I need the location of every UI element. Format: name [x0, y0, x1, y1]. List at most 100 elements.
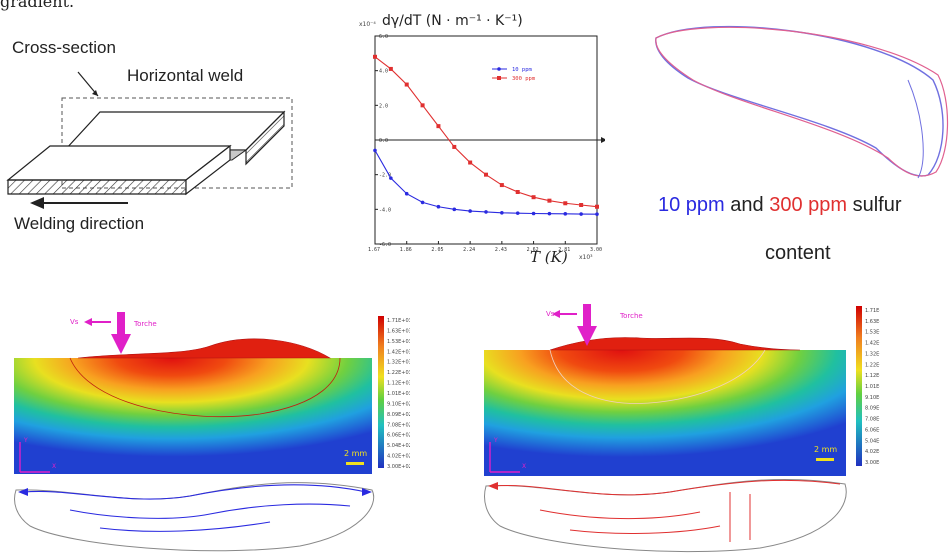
chart-x-label: T (K) — [530, 248, 568, 266]
sim-right-torch: Torche — [619, 312, 643, 320]
chart-axis-arrow — [601, 137, 605, 143]
colorbar-label-11: 6.06E+02 — [387, 433, 410, 439]
colorbar-label-5: 1.22E+03 — [387, 370, 410, 376]
y-tick-label-3: 0.0 — [379, 138, 388, 144]
series-0-point-2 — [404, 191, 409, 196]
temperature-field — [14, 358, 372, 474]
x-tick-label-1: 1.86 — [400, 247, 412, 253]
horizontal-weld-label: Horizontal weld — [127, 66, 244, 85]
sim-right-axis-x: X — [522, 463, 526, 470]
sim-right-scale-label: 2 mm — [814, 445, 837, 454]
outline-caption-line2: content — [765, 242, 831, 264]
series-1-point-7 — [484, 172, 488, 177]
colorbar-label-14: 3.00E+02 — [387, 464, 410, 470]
colorbar-label-12: 5.04E+02 — [865, 438, 880, 444]
colorbar-label-10: 7.08E+02 — [387, 422, 410, 428]
velocity-vectors — [23, 484, 367, 532]
series-0-point-0 — [373, 148, 377, 153]
series-1-point-13 — [579, 203, 584, 207]
colorbar-label-9: 8.09E+02 — [387, 412, 410, 418]
colorbar-label-1: 1.63E+03 — [387, 328, 410, 334]
series-0-point-6 — [468, 209, 472, 213]
colorbar-label-11: 6.06E+02 — [865, 427, 880, 433]
sim-left-axis-x: X — [52, 463, 56, 470]
x-tick-label-6: 2.81 — [558, 247, 570, 253]
chart-title: dγ/dT (N · m⁻¹ · K⁻¹) — [382, 13, 523, 29]
top-text: gradient. — [0, 0, 75, 11]
colorbar-label-3: 1.42E+03 — [387, 349, 410, 355]
colorbar-label-12: 5.04E+02 — [387, 443, 410, 449]
chart-legend: 10 ppm 300 ppm — [492, 67, 536, 82]
temperature-field — [484, 350, 846, 476]
welding-direction-label: Welding direction — [14, 214, 145, 233]
caption-300ppm: 300 ppm — [769, 194, 848, 216]
y-tick-label-6: -6.0 — [379, 242, 391, 248]
sim-left-panel: Vs Torche Y X 2 mm 1.71E+03 1.63E+03 1.53E… — [10, 296, 412, 554]
colorbar-label-2: 1.53E+03 — [865, 330, 880, 336]
series-1-point-14 — [595, 204, 599, 209]
series-0-point-13 — [579, 212, 583, 216]
colorbar — [378, 316, 384, 468]
colorbar-label-9: 8.09E+02 — [865, 406, 880, 412]
y-tick-label-0: 6.0 — [379, 34, 388, 40]
series-0-point-10 — [531, 211, 536, 216]
surface-tension-chart: x10⁻⁴ dγ/dT (N · m⁻¹ · K⁻¹) 1.67 1.86 2.05… — [359, 13, 605, 266]
sim-right-graphic: Vs Torche Y X 2 mm 1.71E+03 1.63E+03 1.53E… — [480, 296, 890, 554]
y-tick-label-4: -2.0 — [379, 173, 391, 179]
y-tick-label-5: -4.0 — [379, 207, 391, 213]
series-0-point-1 — [389, 176, 393, 180]
sim-right-panel: Vs Torche Y X 2 mm 1.71E+03 1.63E+03 1.53E… — [480, 296, 890, 554]
series-1-point-6 — [468, 160, 473, 165]
series-0-point-14 — [595, 212, 599, 216]
caption-10ppm: 10 ppm — [658, 194, 725, 216]
colorbar-label-13: 4.02E+02 — [865, 449, 880, 455]
colorbar — [856, 306, 862, 466]
sim-right-axis-y: Y — [493, 437, 498, 444]
chart-x-multiplier: x10³ — [579, 254, 593, 261]
x-tick-label-5: 2.62 — [527, 247, 539, 253]
series-1-point-4 — [436, 124, 441, 129]
series-1-point-10 — [531, 195, 536, 200]
sim-left-vs: Vs — [70, 318, 79, 326]
colorbar-label-0: 1.71E+03 — [865, 308, 880, 314]
sim-left-scale-label: 2 mm — [344, 449, 367, 458]
series-0-point-9 — [515, 211, 520, 215]
series-0-point-12 — [563, 212, 568, 216]
series-0-point-3 — [420, 200, 425, 205]
caption-and: and — [724, 194, 770, 216]
series-0-point-4 — [436, 204, 441, 209]
colorbar-label-14: 3.00E+02 — [865, 460, 880, 466]
series-1-point-2 — [404, 82, 409, 87]
caption-sulfur: sulfur — [847, 194, 902, 216]
x-tick-label-3: 2.24 — [463, 247, 475, 253]
series-1-point-8 — [499, 183, 504, 188]
colorbar-label-8: 9.10E+02 — [865, 395, 880, 401]
colorbar-label-3: 1.42E+03 — [865, 341, 880, 347]
y-tick-label-2: 2.0 — [379, 103, 388, 109]
x-tick-label-4: 2.43 — [495, 247, 507, 253]
weld-pool-outlines — [655, 25, 949, 179]
velocity-vectors — [493, 479, 841, 542]
colorbar-label-2: 1.53E+03 — [387, 339, 410, 345]
weld-plates-diagram — [6, 71, 293, 209]
colorbar-label-7: 1.01E+03 — [865, 384, 880, 390]
sim-right-vs: Vs — [546, 310, 555, 318]
chart-y-multiplier: x10⁻⁴ — [359, 21, 376, 28]
x-tick-label-0: 1.67 — [368, 247, 380, 253]
colorbar-label-8: 9.10E+02 — [387, 401, 410, 407]
outline-caption: 10 ppm and 300 ppm sulfur — [658, 194, 902, 217]
x-tick-label-2: 2.05 — [431, 247, 443, 253]
series-0-point-8 — [500, 211, 504, 215]
series-1-point-9 — [515, 190, 520, 194]
colorbar-label-7: 1.01E+03 — [387, 391, 410, 397]
series-1-point-11 — [547, 198, 552, 203]
sim-left-graphic: Vs Torche Y X 2 mm 1.71E+03 1.63E+03 1.53E… — [10, 296, 412, 554]
colorbar-label-13: 4.02E+02 — [387, 454, 410, 460]
colorbar-label-0: 1.71E+03 — [387, 318, 410, 324]
colorbar-label-4: 1.32E+03 — [865, 351, 880, 357]
colorbar-label-5: 1.22E+03 — [865, 362, 880, 368]
colorbar-label-10: 7.08E+02 — [865, 417, 880, 423]
legend-300ppm: 300 ppm — [512, 76, 536, 82]
colorbar-label-6: 1.12E+03 — [387, 381, 410, 387]
colorbar-label-6: 1.12E+03 — [865, 373, 880, 379]
